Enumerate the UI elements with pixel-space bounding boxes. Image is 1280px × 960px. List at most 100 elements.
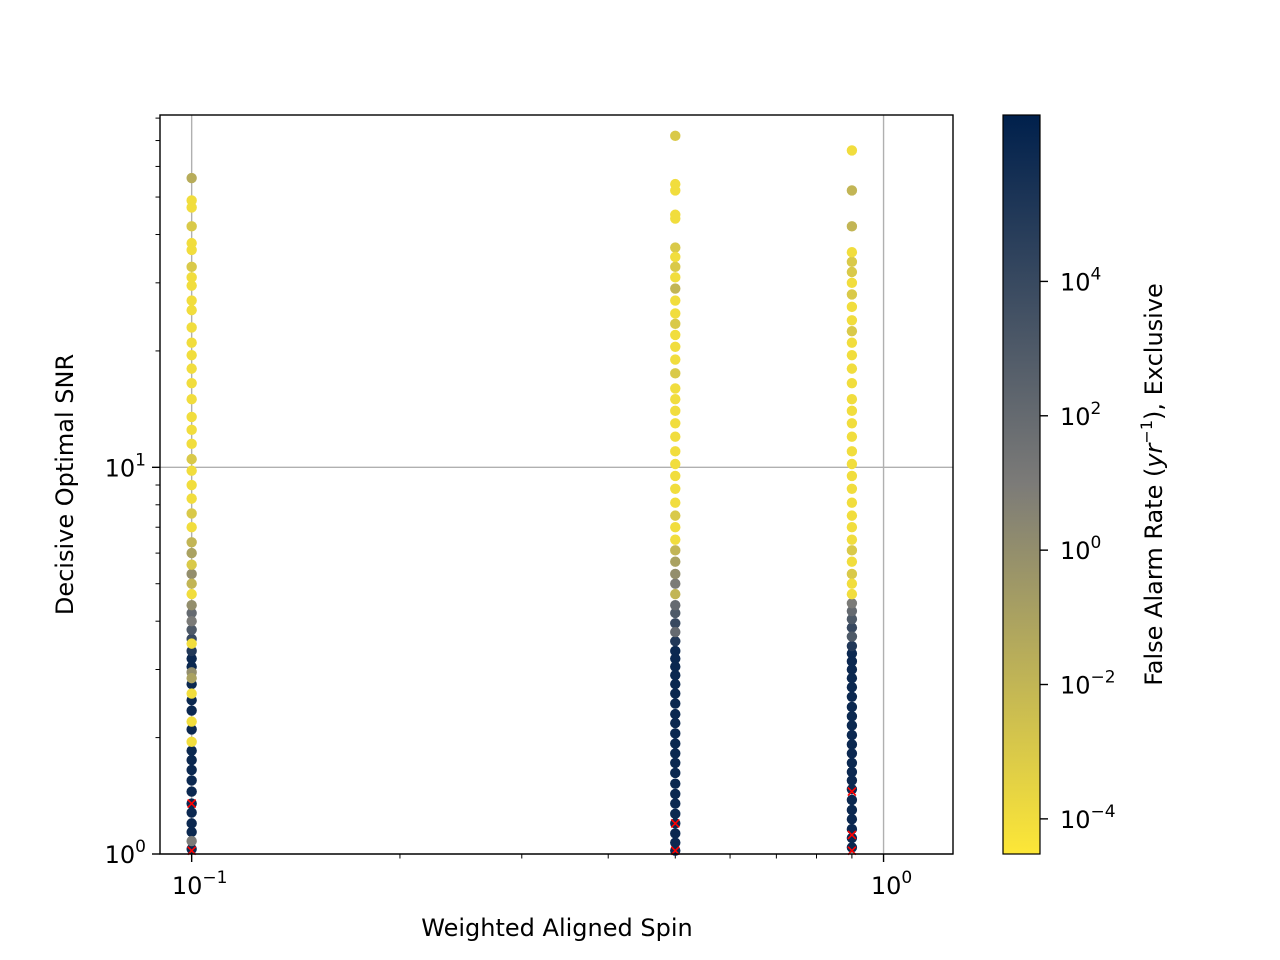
data-point bbox=[846, 588, 858, 600]
data-point bbox=[670, 341, 681, 352]
data-point bbox=[186, 645, 197, 657]
data-point bbox=[186, 394, 197, 405]
data-point bbox=[846, 701, 858, 713]
data-point bbox=[670, 599, 681, 611]
data-point bbox=[846, 315, 858, 326]
data-point bbox=[670, 130, 681, 142]
data-point bbox=[846, 534, 858, 545]
data-point bbox=[670, 329, 681, 341]
data-point bbox=[670, 368, 681, 379]
colorbar-label-prefix: False Alarm Rate ( bbox=[1140, 468, 1168, 686]
data-point bbox=[186, 688, 197, 699]
data-point bbox=[846, 545, 858, 556]
data-point bbox=[186, 244, 197, 256]
data-point bbox=[846, 431, 858, 442]
data-point bbox=[846, 766, 858, 778]
data-point bbox=[670, 670, 681, 681]
data-point bbox=[186, 537, 197, 548]
data-point bbox=[186, 638, 197, 649]
data-point bbox=[670, 798, 681, 809]
data-point bbox=[670, 510, 681, 521]
data-point bbox=[846, 277, 858, 289]
data-point bbox=[186, 716, 197, 727]
data-point bbox=[846, 814, 858, 825]
data-point bbox=[186, 349, 197, 361]
data-point bbox=[670, 534, 681, 545]
data-point bbox=[670, 717, 681, 729]
data-point bbox=[846, 720, 858, 731]
data-point bbox=[186, 411, 197, 423]
data-point bbox=[670, 261, 681, 273]
data-point bbox=[670, 757, 681, 769]
data-point bbox=[846, 325, 858, 337]
y-tick-label: 100 bbox=[105, 837, 146, 869]
data-point bbox=[670, 185, 681, 196]
data-point bbox=[846, 446, 858, 457]
data-point bbox=[670, 636, 681, 647]
data-point bbox=[670, 251, 681, 263]
colorbar-gradient bbox=[1002, 114, 1041, 855]
data-point bbox=[670, 788, 681, 800]
data-point bbox=[186, 280, 197, 291]
data-point bbox=[846, 832, 858, 844]
data-point bbox=[846, 598, 858, 609]
data-point bbox=[670, 837, 681, 848]
colorbar-label-sup: −1 bbox=[1137, 420, 1156, 444]
data-point bbox=[846, 739, 858, 750]
x-axis-ticks: 10−1 100 bbox=[172, 854, 912, 900]
colorbar-label: False Alarm Rate (yr−1), Exclusive bbox=[1137, 283, 1168, 686]
data-point bbox=[846, 578, 858, 589]
data-points bbox=[186, 130, 858, 856]
data-point bbox=[846, 349, 858, 361]
data-point bbox=[186, 424, 197, 436]
data-point bbox=[186, 295, 197, 306]
data-point bbox=[186, 786, 197, 797]
data-point bbox=[846, 470, 858, 482]
data-point bbox=[186, 835, 197, 847]
data-point bbox=[186, 272, 197, 283]
colorbar-tick-label: 100 bbox=[1060, 533, 1101, 565]
data-point bbox=[846, 556, 858, 567]
data-point bbox=[670, 213, 681, 224]
y-axis-ticks: 100 101 bbox=[105, 450, 160, 869]
data-point bbox=[186, 568, 197, 580]
data-point bbox=[846, 691, 858, 703]
data-point bbox=[670, 738, 681, 749]
data-point bbox=[186, 202, 197, 213]
data-point bbox=[846, 497, 858, 508]
data-point bbox=[186, 764, 197, 776]
data-point bbox=[670, 708, 681, 720]
data-point bbox=[670, 272, 681, 283]
data-point bbox=[670, 283, 681, 294]
data-point bbox=[670, 645, 681, 657]
data-point bbox=[846, 301, 858, 313]
data-point bbox=[846, 256, 858, 268]
data-point bbox=[846, 247, 858, 258]
data-point bbox=[670, 470, 681, 482]
data-point bbox=[670, 653, 681, 664]
data-point bbox=[846, 394, 858, 405]
data-point bbox=[670, 767, 681, 779]
data-point bbox=[846, 631, 858, 642]
missed-marker bbox=[847, 787, 857, 797]
data-point bbox=[846, 757, 858, 769]
data-point bbox=[670, 446, 681, 457]
data-point bbox=[186, 363, 197, 374]
data-point bbox=[186, 479, 197, 491]
grid-lines bbox=[160, 115, 953, 855]
data-point bbox=[846, 775, 858, 786]
colorbar-tick-label: 10−2 bbox=[1060, 668, 1116, 700]
data-point bbox=[670, 405, 681, 417]
data-point bbox=[186, 465, 197, 476]
data-point bbox=[186, 508, 197, 519]
data-point bbox=[670, 698, 681, 709]
data-point bbox=[186, 624, 197, 636]
data-point bbox=[670, 483, 681, 494]
data-point bbox=[846, 405, 858, 417]
data-point bbox=[670, 678, 681, 690]
data-point bbox=[186, 615, 197, 627]
data-point bbox=[670, 688, 681, 699]
data-point bbox=[846, 682, 858, 693]
x-axis-label: Weighted Aligned Spin bbox=[421, 914, 692, 942]
data-point bbox=[846, 613, 858, 625]
